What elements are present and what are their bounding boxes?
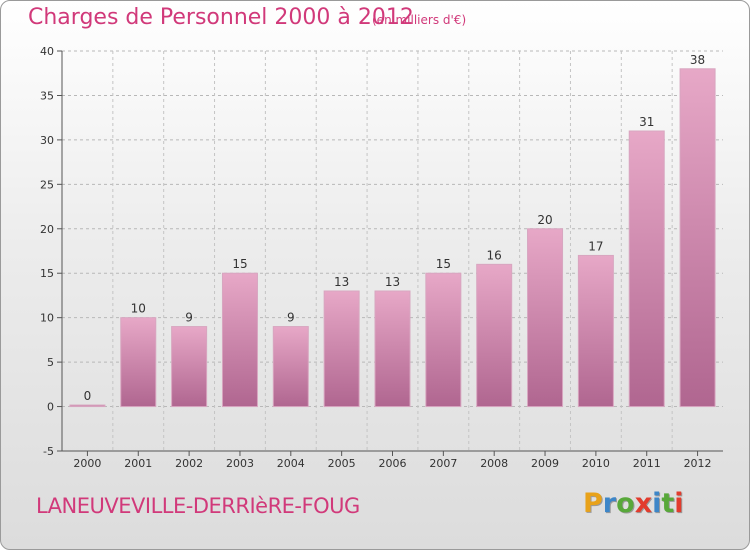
x-tick-label: 2001 xyxy=(124,457,152,470)
y-tick-label: 0 xyxy=(47,401,54,414)
bar xyxy=(221,272,258,408)
bar xyxy=(527,228,564,408)
y-tick-label: -5 xyxy=(43,445,54,458)
chart-title: Charges de Personnel 2000 à 2012 xyxy=(28,5,414,30)
logo-letter: o xyxy=(616,488,635,519)
x-tick-label: 2005 xyxy=(328,457,356,470)
data-label: 0 xyxy=(84,389,92,403)
data-label: 9 xyxy=(287,311,295,325)
data-label: 20 xyxy=(537,213,552,227)
bar xyxy=(171,326,208,408)
proxiti-logo: Proxiti xyxy=(583,488,684,519)
x-tick-label: 2007 xyxy=(429,457,457,470)
y-tick-label: 25 xyxy=(40,178,54,191)
x-tick-label: 2012 xyxy=(684,457,712,470)
x-tick-label: 2004 xyxy=(277,457,305,470)
bar xyxy=(69,404,106,408)
bar xyxy=(628,130,665,408)
x-tick-label: 2006 xyxy=(379,457,407,470)
chart-subtitle: (en milliers d'€) xyxy=(372,13,467,27)
x-tick-label: 2011 xyxy=(633,457,661,470)
data-label: 15 xyxy=(232,257,247,271)
logo-letter: r xyxy=(602,488,617,519)
y-tick-label: 35 xyxy=(40,89,54,102)
bar xyxy=(679,68,716,408)
data-label: 10 xyxy=(131,302,146,316)
logo-letter: P xyxy=(583,488,603,519)
x-tick-label: 2000 xyxy=(73,457,101,470)
town-name: LANEUVEVILLE-DERRIèRE-FOUG xyxy=(36,494,360,518)
data-label: 9 xyxy=(185,311,193,325)
data-label: 31 xyxy=(639,115,654,129)
y-tick-label: 30 xyxy=(40,134,54,147)
x-tick-label: 2009 xyxy=(531,457,559,470)
x-tick-label: 2003 xyxy=(226,457,254,470)
y-tick-label: 10 xyxy=(40,312,54,325)
logo-letter: t xyxy=(661,488,675,519)
x-tick-label: 2002 xyxy=(175,457,203,470)
data-label: 38 xyxy=(690,53,705,67)
y-tick-label: 20 xyxy=(40,223,54,236)
bar xyxy=(374,290,411,408)
data-label: 15 xyxy=(436,257,451,271)
logo-letter: x xyxy=(634,488,653,519)
bar xyxy=(577,254,614,408)
data-label: 16 xyxy=(487,248,502,262)
bar xyxy=(476,263,513,408)
y-tick-label: 5 xyxy=(47,356,54,369)
logo-letter: i xyxy=(674,488,684,519)
data-label: 13 xyxy=(334,275,349,289)
bar xyxy=(323,290,360,408)
bar xyxy=(425,272,462,408)
data-label: 17 xyxy=(588,239,603,253)
bar xyxy=(120,317,157,408)
y-tick-label: 40 xyxy=(40,45,54,58)
x-tick-label: 2010 xyxy=(582,457,610,470)
x-tick-label: 2008 xyxy=(480,457,508,470)
logo-letter: i xyxy=(652,488,662,519)
bar xyxy=(272,326,309,408)
data-label: 13 xyxy=(385,275,400,289)
y-tick-label: 15 xyxy=(40,267,54,280)
